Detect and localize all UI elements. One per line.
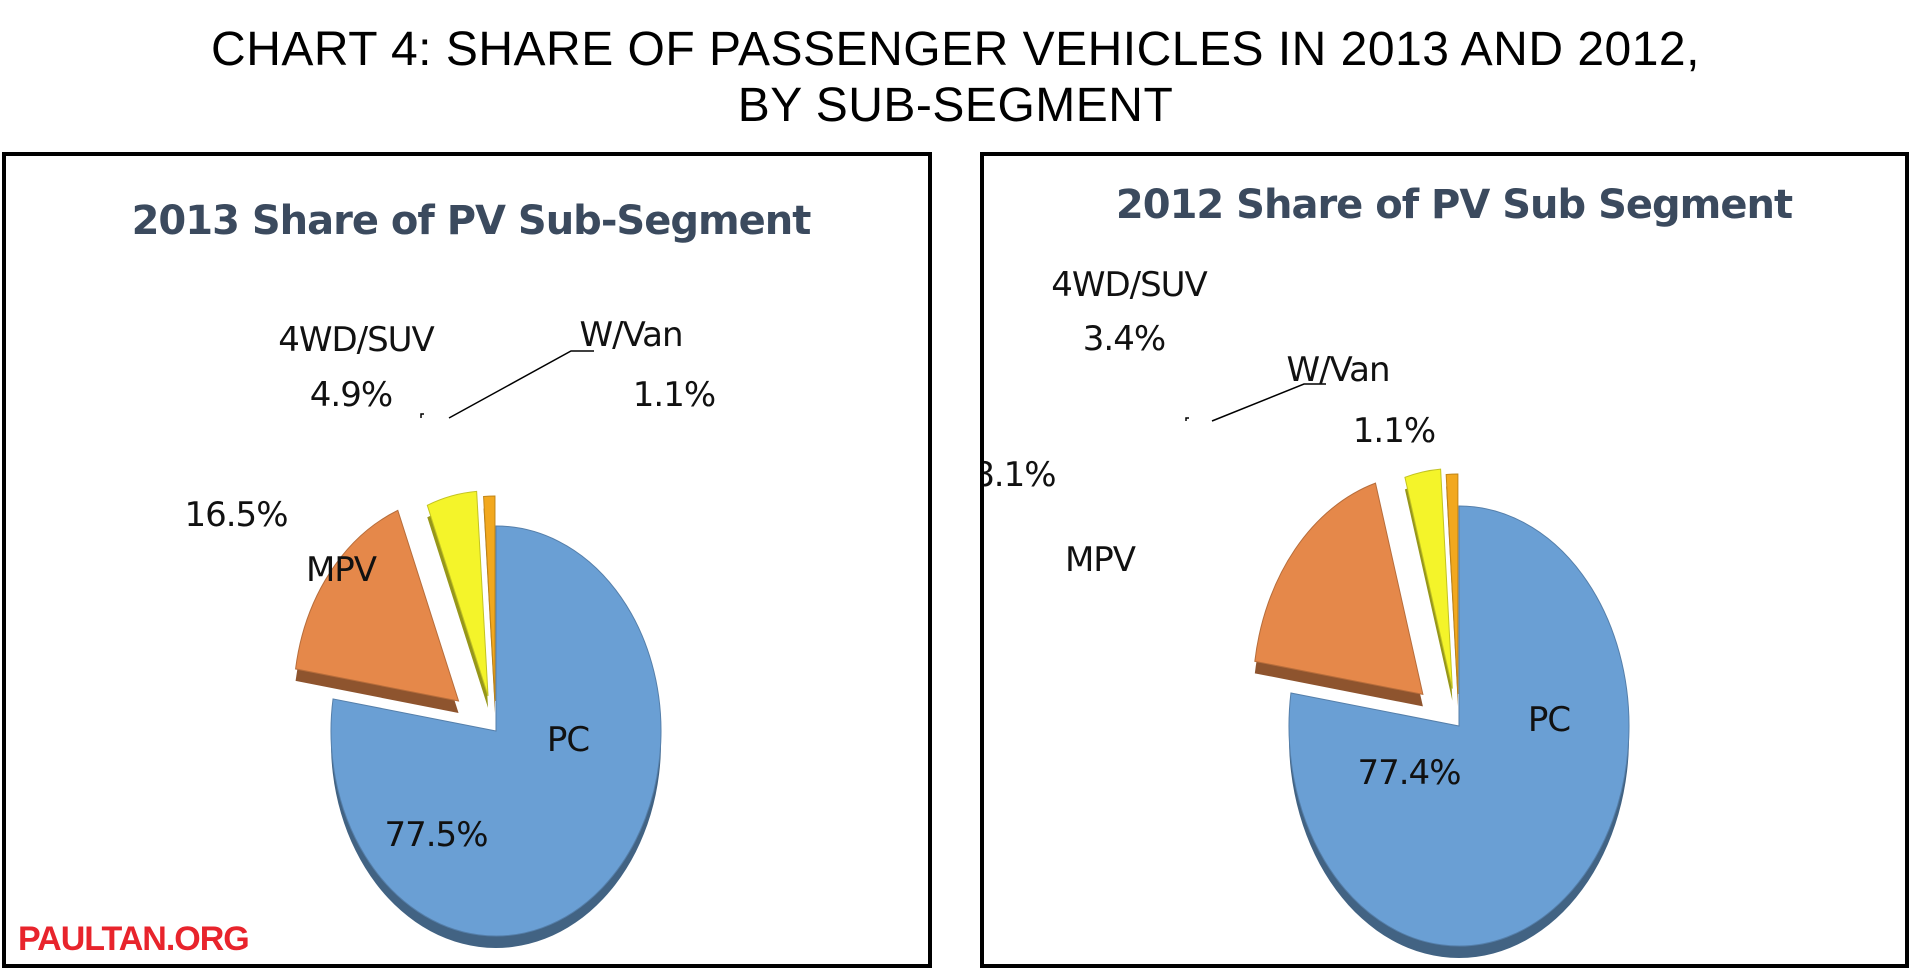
main-title: CHART 4: SHARE OF PASSENGER VEHICLES IN …	[0, 22, 1911, 134]
chart-panel-2013: 2013 Share of PV Sub-Segment PC 77.5% MPV 16…	[2, 152, 932, 968]
category-label-mpv-2012: MPV	[1065, 540, 1136, 580]
leader-line-w-van-2012	[1211, 383, 1326, 422]
watermark-logo: PAULTAN.ORG	[18, 920, 250, 958]
chart-title-2013: 2013 Share of PV Sub-Segment	[132, 198, 812, 244]
pie-slice-mpv-2013	[295, 509, 460, 702]
main-title-line2: BY SUB-SEGMENT	[737, 79, 1174, 132]
value-label-pc-2013: 77.5%	[384, 815, 487, 855]
pie-slice-mpv-2012	[1254, 482, 1424, 696]
pie-slice-w-van-2013	[483, 495, 496, 702]
pie-slice-4wd-suv-2012	[1404, 468, 1453, 689]
pie-chart-2013: 2013 Share of PV Sub-Segment PC 77.5% MPV 16…	[132, 198, 812, 948]
value-label-4wd-suv-2012: 3.4%	[1083, 319, 1165, 359]
main-title-line1: CHART 4: SHARE OF PASSENGER VEHICLES IN …	[211, 23, 1700, 76]
leader-line-4wd-suv-2013	[420, 413, 424, 418]
value-label-mpv-2012: 18.1%	[984, 455, 1056, 495]
value-label-pc-2012: 77.4%	[1357, 753, 1460, 793]
category-label-w-van-2013: W/Van	[579, 315, 682, 355]
category-label-mpv-2013: MPV	[306, 550, 377, 590]
pie-slice-4wd-suv-2013	[426, 490, 489, 697]
pie-slice-pc-2012	[1288, 505, 1630, 947]
category-label-w-van-2012: W/Van	[1286, 350, 1389, 390]
chart-title-2012: 2012 Share of PV Sub Segment	[1116, 182, 1793, 228]
leader-line-w-van-2013	[448, 350, 594, 419]
category-label-pc-2013: PC	[547, 720, 589, 760]
leader-line-4wd-suv-2012	[1185, 417, 1189, 421]
category-label-4wd-suv-2012: 4WD/SUV	[1051, 265, 1207, 305]
category-label-pc-2012: PC	[1528, 700, 1570, 740]
category-label-4wd-suv-2013: 4WD/SUV	[278, 320, 434, 360]
value-label-w-van-2012: 1.1%	[1353, 411, 1435, 451]
value-label-mpv-2013: 16.5%	[184, 495, 287, 535]
value-label-4wd-suv-2013: 4.9%	[310, 375, 392, 415]
pie-slice-pc-2013	[330, 525, 662, 937]
pie-chart-2012: 2012 Share of PV Sub Segment PC 77.4% MPV 18…	[984, 182, 1794, 958]
pie-slice-w-van-2012	[1445, 473, 1459, 695]
chart-panel-2012: 2012 Share of PV Sub Segment PC 77.4% MPV 18…	[980, 152, 1909, 968]
value-label-w-van-2013: 1.1%	[633, 375, 715, 415]
